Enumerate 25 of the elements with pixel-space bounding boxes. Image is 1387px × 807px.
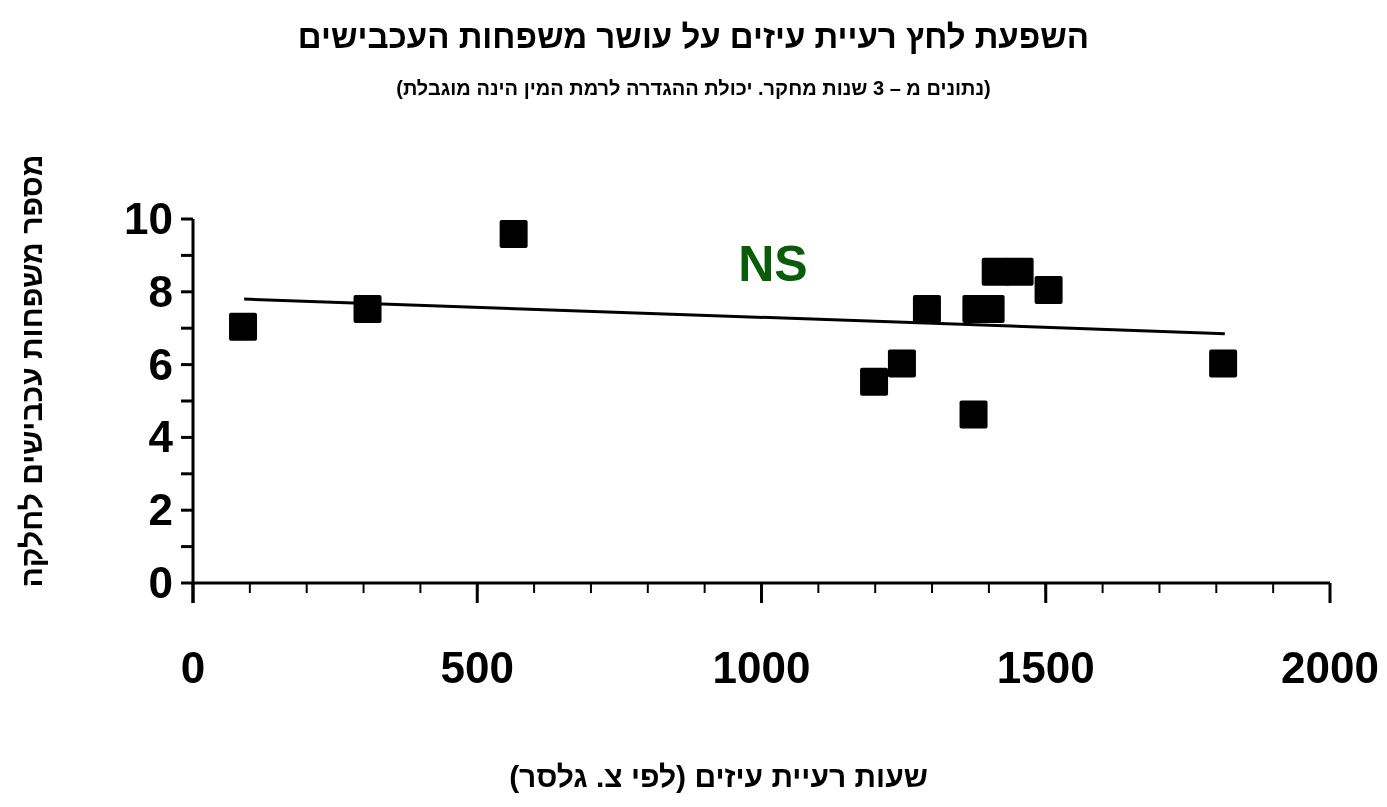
chart-subtitle: (נתונים מ – 3 שנות מחקר. יכולת ההגדרה לרמת המין הינה מוגבלת) [396,77,991,99]
annotation: NS [738,236,808,292]
y-tick-label: 10 [124,194,173,243]
y-tick-label: 8 [148,266,173,316]
x-tick-label: 500 [440,643,514,692]
point [229,312,258,341]
point [860,367,889,396]
point [1005,257,1034,286]
point [1034,275,1063,304]
point [912,294,941,323]
x-tick-label: 2000 [1281,643,1379,692]
x-axis-title: שעות רעיית עיזים (לפי צ. גלסר) [509,760,928,793]
point [499,219,528,248]
point [1209,349,1238,378]
x-tick-label: 1000 [712,643,811,692]
y-tick-label: 2 [148,485,173,535]
y-axis-title: מספר משפחות עכבישים לחלקה [15,154,48,588]
x-tick-label: 1500 [996,643,1095,692]
y-tick-label: 4 [148,412,174,462]
y-tick-label: 6 [148,339,173,389]
chart-title: השפעת לחץ רעיית עיזים על עושר משפחות העכבישים [297,18,1090,55]
point [959,400,988,429]
point [887,349,916,378]
y-tick-label: 0 [148,558,173,607]
x-tick-label: 0 [180,643,206,692]
